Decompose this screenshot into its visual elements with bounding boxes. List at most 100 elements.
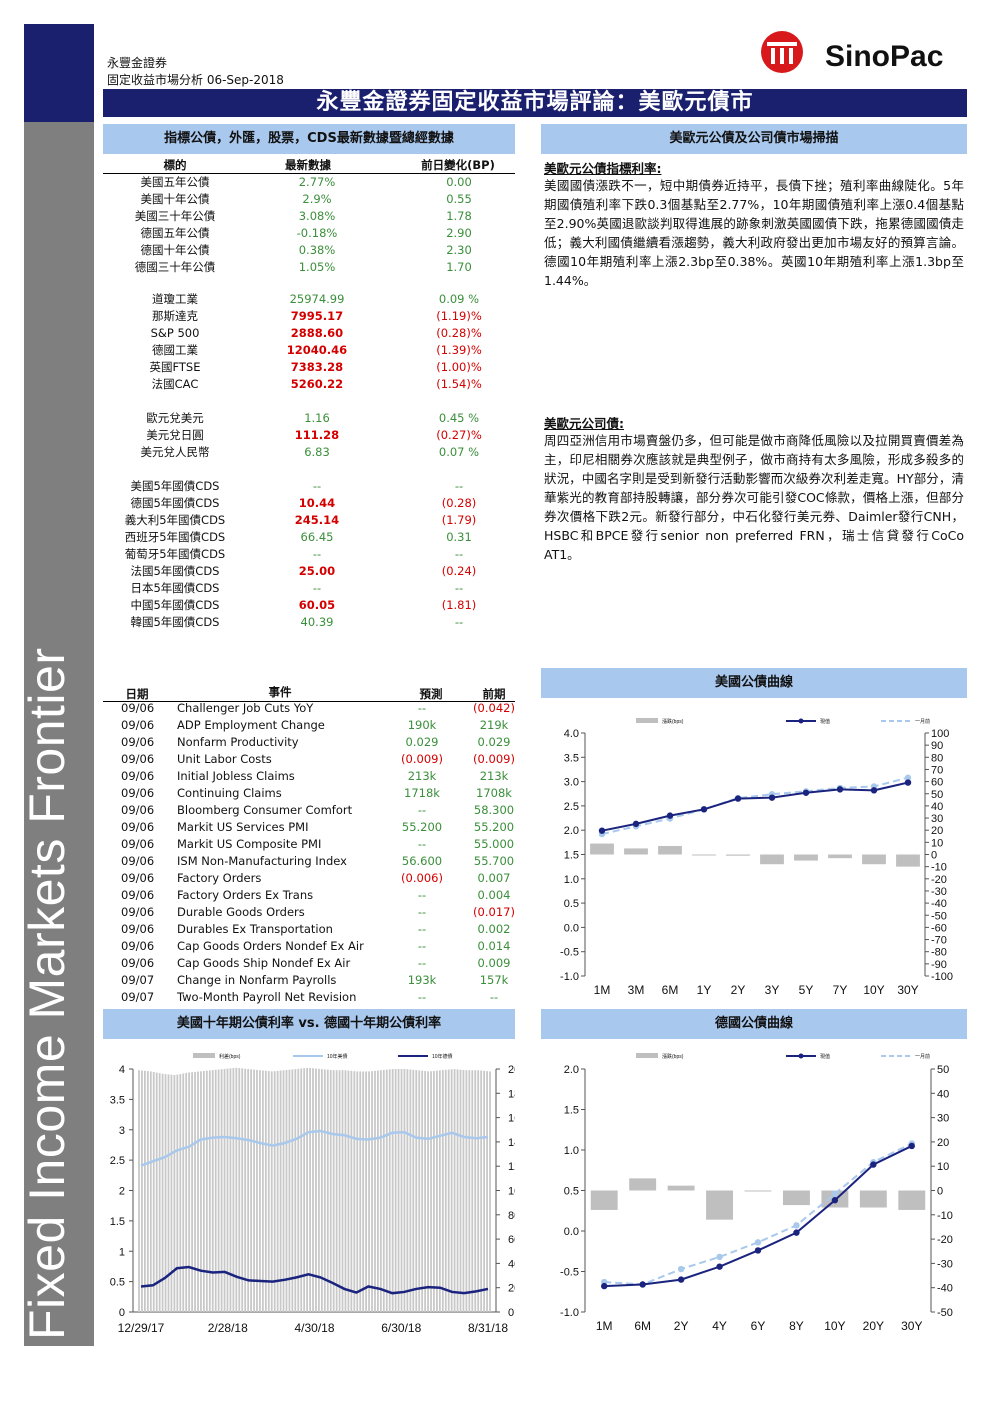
market-row-name: 德國三十年公債 <box>134 260 216 274</box>
de-curve-heading: 德國公債曲線 <box>541 1009 967 1039</box>
y2-tick-label: 10 <box>931 837 943 849</box>
y2-tick-label: 10 <box>937 1161 949 1173</box>
market-row: 葡萄牙5年國債CDS -- -- <box>0 546 520 563</box>
event-name: Continuing Claims <box>177 786 282 800</box>
change-bar <box>760 854 784 865</box>
current-point <box>666 812 674 819</box>
prev-month-point <box>831 1190 839 1197</box>
col-value-header: 最新數據 <box>285 158 331 172</box>
change-bar <box>590 1190 618 1210</box>
event-name: Durable Goods Orders <box>177 905 305 919</box>
spread-bar <box>167 1074 170 1312</box>
event-prior: 213k <box>479 769 509 783</box>
de-10y-line <box>140 1265 489 1295</box>
y2-tick-label: 50 <box>931 789 943 801</box>
market-row-value: 60.05 <box>298 598 336 612</box>
event-name: ISM Non-Manufacturing Index <box>177 854 347 868</box>
spread-bar <box>247 1069 250 1312</box>
market-row-value: 25.00 <box>298 564 336 578</box>
event-name: Markit US Services PMI <box>177 820 309 834</box>
y2-tick-label: 80 <box>931 752 943 764</box>
market-row: 日本5年國債CDS -- -- <box>0 580 520 597</box>
spread-bar <box>164 1074 167 1312</box>
spread-bar <box>303 1068 306 1312</box>
prev-month-point <box>904 774 912 781</box>
market-row-change: 0.09 % <box>438 292 480 306</box>
y-tick-label: 3.5 <box>110 1094 125 1106</box>
market-row-value: 40.39 <box>300 615 334 629</box>
market-row-name: 西班牙5年國債CDS <box>124 530 226 544</box>
market-row-name: 韓國5年國債CDS <box>130 615 220 629</box>
spread-bar <box>185 1072 188 1312</box>
col-name-header: 標的 <box>163 158 187 172</box>
change-bar <box>898 1190 926 1210</box>
spread-bar <box>320 1069 323 1312</box>
event-prior: 157k <box>479 973 509 987</box>
event-prior: (0.009) <box>473 752 515 766</box>
spread-bar <box>462 1069 465 1312</box>
spread-bar <box>229 1068 232 1312</box>
y2-tick-label: 140 <box>508 1137 515 1149</box>
spread-bar <box>294 1069 297 1312</box>
current-point <box>639 1281 646 1288</box>
x-tick-label: 30Y <box>897 983 918 997</box>
event-row: 09/06 Markit US Composite PMI -- 55.000 <box>103 836 515 853</box>
event-date: 09/06 <box>121 718 155 732</box>
spread-bar <box>332 1070 335 1312</box>
event-date: 09/06 <box>121 820 155 834</box>
spread-bar <box>433 1070 435 1312</box>
prev-month-line <box>604 1142 913 1286</box>
market-row: 德國五年公債 -0.18% 2.90 <box>0 225 520 242</box>
market-row-change: -- <box>454 581 464 595</box>
event-date: 09/06 <box>121 939 155 953</box>
commentary-heading: 美歐元公債及公司債市場掃描 <box>541 124 967 154</box>
event-prior: 1708k <box>476 786 512 800</box>
event-name: Initial Jobless Claims <box>177 769 295 783</box>
spread-bar <box>256 1069 258 1312</box>
spread-bar <box>220 1069 223 1312</box>
spread-bar <box>259 1070 261 1312</box>
y-tick-label: 2.0 <box>564 825 579 837</box>
x-tick-label: 6M <box>634 1319 651 1333</box>
market-row: 西班牙5年國債CDS 66.45 0.31 <box>0 529 520 546</box>
market-row-change: 0.55 <box>446 192 472 206</box>
side-banner-text: Fixed Income Markets Frontier <box>19 647 75 1340</box>
events-rule <box>103 701 515 702</box>
spread-bar <box>285 1069 288 1312</box>
event-row: 09/06 Cap Goods Ship Nondef Ex Air -- 0.009 <box>103 955 515 972</box>
spread-bar <box>379 1070 382 1312</box>
spread-bar <box>279 1070 282 1312</box>
x-tick-label: 1Y <box>697 983 712 997</box>
y2-tick-label: 0 <box>508 1307 514 1319</box>
event-forecast: -- <box>417 905 427 919</box>
change-bar <box>828 854 852 859</box>
spread-bar <box>176 1074 179 1312</box>
market-row-value: 7383.28 <box>290 360 344 374</box>
spread-bar <box>138 1070 140 1312</box>
spread-bar <box>347 1070 350 1312</box>
spread-bar <box>438 1070 441 1312</box>
y2-tick-label: -60 <box>931 922 947 934</box>
market-row: 美國十年公債 2.9% 0.55 <box>0 191 520 208</box>
spread-bar <box>146 1071 149 1312</box>
change-bar <box>629 1178 657 1191</box>
spread-bar <box>350 1070 353 1312</box>
side-bar <box>24 24 94 1346</box>
spread-bar <box>288 1069 291 1312</box>
y2-tick-label: -10 <box>937 1210 953 1222</box>
y-tick-label: 0.0 <box>564 1226 579 1238</box>
market-row-value: -0.18% <box>296 226 338 240</box>
market-row-value: 2.9% <box>302 192 332 206</box>
market-row-name: 德國工業 <box>152 343 198 357</box>
x-tick-label: 6/30/18 <box>381 1321 421 1335</box>
spread-bar <box>406 1069 409 1312</box>
market-row-change: (0.24) <box>441 564 477 578</box>
event-prior: 0.029 <box>477 735 511 749</box>
spread-bar <box>141 1070 143 1312</box>
de-yield-curve-chart: -1.0 -0.5 0.0 0.5 1.0 1.5 2.0 -50 -40 -30 -20 -10 0 1… <box>560 1053 953 1333</box>
market-row-value: 66.45 <box>300 530 334 544</box>
event-row: 09/07 Two-Month Payroll Net Revision -- -- <box>103 989 515 1006</box>
y2-tick-label: -10 <box>931 862 947 874</box>
event-forecast: -- <box>417 956 427 970</box>
event-prior: 55.200 <box>473 820 515 834</box>
